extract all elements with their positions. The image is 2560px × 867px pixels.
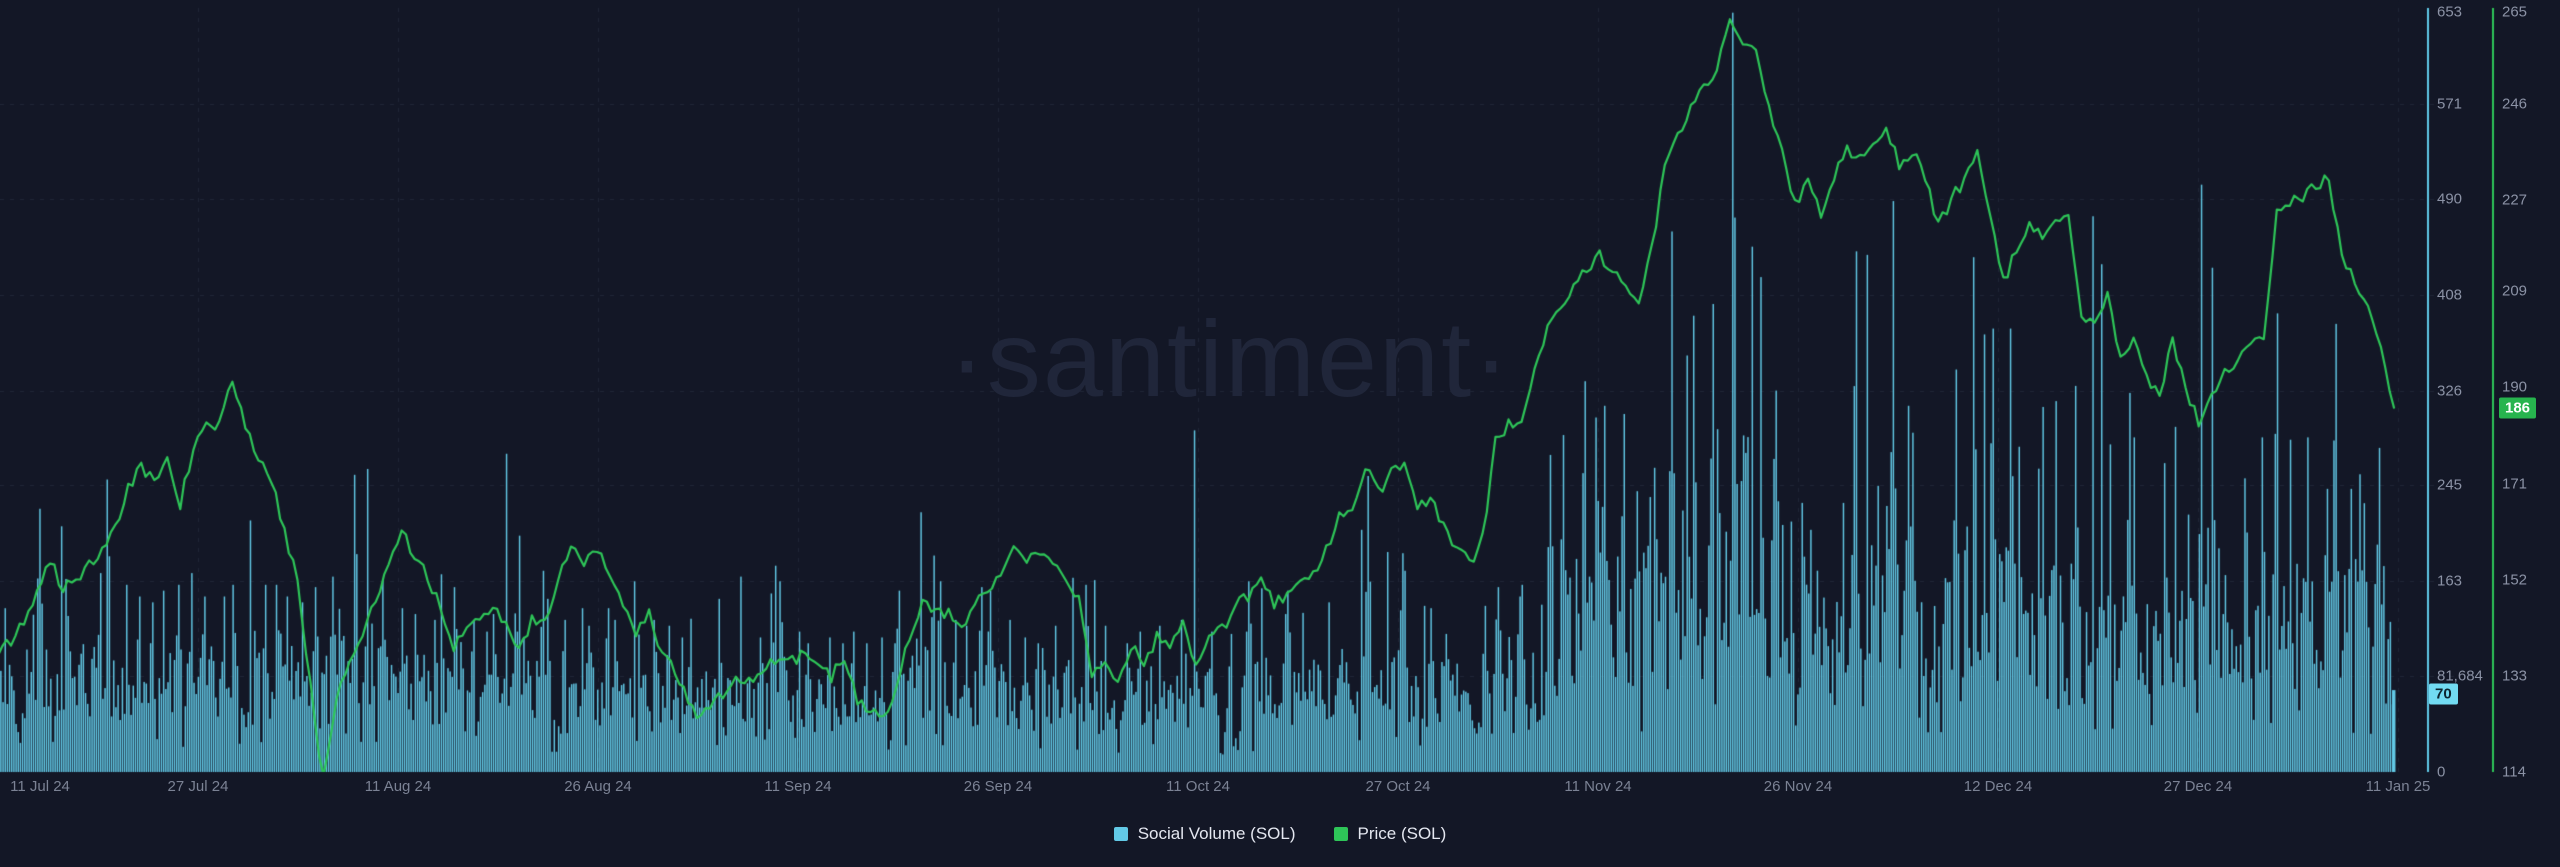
date-label: 27 Dec 24: [2163, 778, 2233, 795]
date-label: 11 Aug 24: [364, 778, 432, 795]
price-swatch-icon: [1333, 827, 1348, 841]
date-label: 11 Sep 24: [764, 778, 832, 795]
price-tick: 265: [2502, 3, 2528, 21]
price-tick: 133: [2502, 667, 2528, 685]
date-label: 12 Dec 24: [1963, 778, 2033, 795]
social-volume-tick: 408: [2437, 286, 2463, 304]
social-volume-tick: 0: [2437, 763, 2446, 781]
date-label: 26 Aug 24: [564, 778, 632, 795]
date-label: 26 Nov 24: [1763, 778, 1833, 795]
date-label: 27 Jul 24: [167, 778, 229, 795]
social-volume-tick: 245: [2437, 476, 2463, 494]
legend: Social Volume (SOL) Price (SOL): [0, 824, 2560, 844]
legend-item-social-volume[interactable]: Social Volume (SOL): [1113, 824, 1296, 844]
date-label: 11 Oct 24: [1166, 778, 1230, 795]
social-volume-tick: 490: [2437, 190, 2463, 208]
date-label: 11 Jan 25: [2365, 778, 2431, 795]
price-tick: 190: [2502, 378, 2528, 396]
price-tick: 246: [2502, 95, 2528, 113]
price-current-badge: 186: [2499, 397, 2537, 419]
social-volume-tick: 571: [2437, 95, 2463, 113]
social-volume-tick: 81,684: [2437, 667, 2483, 685]
legend-label-social-volume: Social Volume (SOL): [1137, 824, 1296, 843]
social-volume-tick: 653: [2437, 3, 2463, 21]
price-tick: 227: [2502, 191, 2528, 209]
date-label: 11 Nov 24: [1564, 778, 1632, 795]
social-volume-current-badge: 70: [2429, 683, 2458, 705]
price-tick: 171: [2502, 475, 2528, 493]
date-label: 27 Oct 24: [1365, 778, 1431, 795]
date-label: 11 Jul 24: [10, 778, 70, 795]
date-label: 26 Sep 24: [963, 778, 1033, 795]
legend-label-price: Price (SOL): [1357, 824, 1447, 843]
legend-item-price[interactable]: Price (SOL): [1333, 824, 1447, 844]
price-tick: 152: [2502, 571, 2528, 589]
price-tick: 209: [2502, 282, 2528, 300]
social-volume-tick: 326: [2437, 382, 2463, 400]
social-volume-swatch-icon: [1113, 827, 1128, 841]
price-tick: 114: [2502, 763, 2526, 781]
social-volume-tick: 163: [2437, 572, 2463, 590]
